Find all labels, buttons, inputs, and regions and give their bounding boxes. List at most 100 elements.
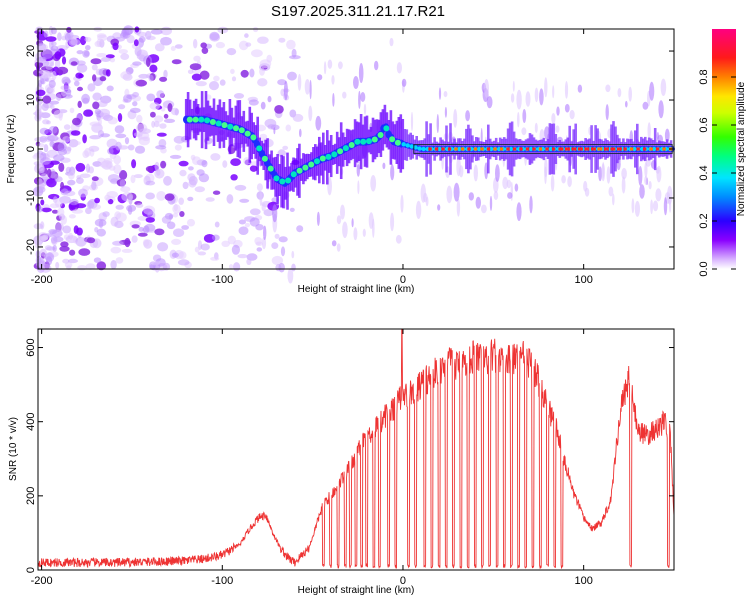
noise-blob [51, 41, 57, 46]
ridge-peak [454, 147, 458, 151]
ridge-highlight [244, 130, 251, 137]
noise-blob [163, 175, 172, 186]
noise-blob [178, 160, 189, 167]
ridge-highlight [279, 178, 286, 185]
noise-streak [552, 85, 555, 99]
noise-blob [188, 166, 194, 171]
noise-blob [174, 44, 183, 49]
noise-blob [131, 235, 138, 243]
ridge-peak [532, 147, 536, 151]
snr-y-tick-label: 600 [25, 338, 37, 356]
noise-streak [316, 211, 320, 226]
noise-streak [315, 115, 322, 131]
noise-blob [292, 113, 304, 122]
noise-blob [36, 143, 45, 148]
noise-blob [55, 261, 60, 269]
noise-blob [145, 180, 156, 186]
noise-blob [106, 85, 114, 92]
noise-blob [233, 262, 241, 272]
noise-streak [309, 79, 312, 100]
noise-blob [119, 170, 128, 180]
ridge-highlight [354, 138, 361, 145]
noise-streak [510, 93, 515, 103]
noise-blob [280, 246, 286, 257]
ridge-peak [480, 147, 484, 151]
noise-streak [514, 183, 519, 192]
noise-blob [68, 37, 78, 47]
noise-blob [249, 165, 258, 172]
spectrogram-y-tick-label: 20 [25, 45, 37, 57]
noise-streak [569, 109, 575, 120]
noise-blob [78, 248, 91, 256]
colorbar-ticks: 0.0 0.2 0.4 0.6 0.8 [698, 69, 736, 277]
noise-streak [360, 92, 366, 102]
noise-blob [171, 59, 182, 65]
noise-streak [631, 198, 635, 214]
noise-blob [157, 242, 169, 252]
noise-blob [105, 69, 111, 77]
noise-blob [237, 254, 248, 259]
ridge-highlight [267, 165, 274, 172]
noise-blob [143, 225, 150, 234]
noise-blob [88, 145, 100, 152]
noise-blob [109, 153, 117, 159]
noise-blob [205, 197, 215, 202]
spectrogram-x-tick-label: -100 [211, 274, 233, 286]
noise-blob [100, 133, 111, 138]
noise-blob [221, 240, 230, 247]
noise-streak [660, 78, 667, 97]
noise-blob [124, 237, 131, 248]
ridge-peak [610, 147, 616, 151]
noise-blob [259, 67, 265, 76]
noise-blob [114, 125, 125, 134]
noise-blob [67, 179, 76, 186]
noise-streak [358, 63, 364, 83]
noise-streak [465, 110, 470, 122]
noise-streak [291, 250, 295, 259]
noise-blob [84, 147, 91, 157]
noise-blob [145, 217, 155, 223]
noise-blob [198, 173, 210, 183]
spectrogram-ridge-layer [183, 91, 675, 210]
ridge-highlight [186, 116, 193, 123]
noise-blob [263, 209, 274, 217]
ridge-peak [545, 147, 549, 151]
noise-streak [664, 128, 670, 143]
spectrogram-x-axis: -200 -100 0 100 [31, 29, 593, 286]
noise-blob [118, 49, 128, 54]
ridge-peak [447, 147, 452, 151]
noise-blob [130, 174, 136, 184]
noise-blob [56, 66, 69, 75]
ridge-highlight [394, 139, 401, 146]
colorbar: 0.0 0.2 0.4 0.6 0.8 Normalized spectral ampl… [698, 29, 747, 277]
ridge-highlight [325, 153, 332, 160]
noise-streak [550, 174, 555, 192]
ridge-peak [636, 147, 640, 151]
noise-streak [438, 87, 442, 100]
noise-blob [146, 93, 156, 102]
noise-streak [357, 180, 360, 195]
noise-blob [233, 93, 245, 99]
noise-blob [91, 64, 98, 71]
noise-blob [210, 153, 221, 161]
noise-blob [199, 70, 210, 80]
ridge-peak [597, 147, 603, 151]
ridge-highlight [409, 144, 414, 149]
noise-streak [577, 84, 583, 93]
noise-blob [226, 194, 234, 204]
noise-streak [652, 200, 659, 212]
noise-blob [120, 53, 130, 60]
noise-streak [363, 103, 367, 115]
ridge-highlight [290, 171, 297, 178]
noise-blob [34, 61, 43, 68]
noise-blob [238, 40, 249, 51]
noise-blob [169, 154, 182, 159]
noise-blob [150, 29, 163, 35]
ridge-highlight [261, 155, 268, 162]
ridge-highlight [227, 123, 234, 130]
snr-frame [37, 328, 675, 571]
ridge-highlight [342, 145, 349, 152]
noise-blob [41, 103, 49, 111]
noise-streak [512, 80, 515, 92]
